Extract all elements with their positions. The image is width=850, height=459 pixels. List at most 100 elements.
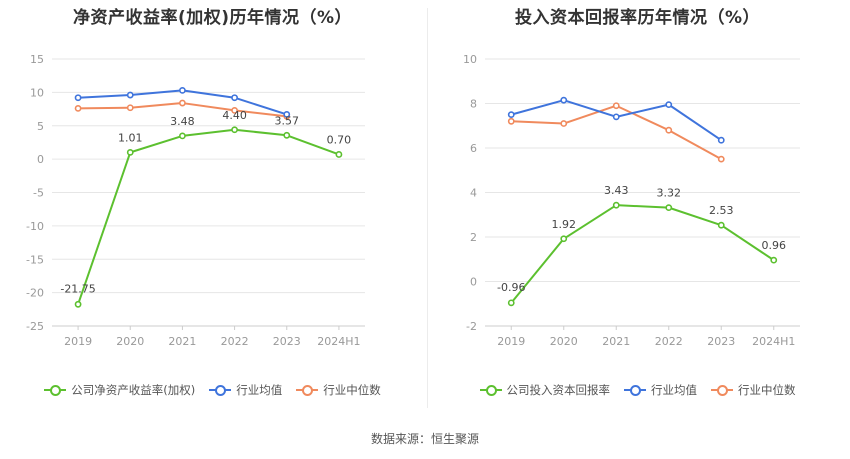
- legend-marker-icon: [296, 384, 319, 396]
- y-tick-label: -5: [33, 187, 44, 200]
- legend-label: 公司投入资本回报率: [506, 383, 611, 397]
- roic-chart-panel: 投入资本回报率历年情况（%） -2 0 2 4 6 8 10 2019 2020 2021 2022…: [425, 0, 850, 420]
- data-label: 1.01: [118, 131, 143, 144]
- data-point: [560, 235, 568, 243]
- y-tick-label: 8: [470, 98, 477, 111]
- x-tick-label: 2019: [64, 335, 92, 348]
- legend-label: 行业均值: [651, 383, 697, 397]
- x-tick-label: 2021: [168, 335, 196, 348]
- legend-item[interactable]: 行业均值: [209, 382, 282, 398]
- legend-item[interactable]: 行业均值: [624, 382, 697, 398]
- x-tick-label: 2020: [550, 335, 578, 348]
- data-point: [612, 102, 620, 110]
- y-tick-label: 6: [470, 142, 477, 155]
- x-tick-label: 2020: [116, 335, 144, 348]
- y-tick-label: 4: [470, 187, 477, 200]
- data-point: [335, 151, 343, 158]
- data-label: -21.75: [60, 282, 95, 295]
- data-label: 3.32: [657, 187, 682, 200]
- y-tick-label: -25: [26, 320, 44, 333]
- data-point: [179, 99, 186, 107]
- data-label: 3.48: [170, 115, 195, 128]
- data-point: [74, 104, 82, 112]
- data-point: [126, 91, 134, 99]
- y-tick-label: 0: [470, 276, 477, 289]
- data-point: [507, 111, 515, 119]
- data-point: [231, 126, 238, 134]
- data-point: [717, 155, 725, 163]
- legend-marker-icon: [479, 384, 502, 396]
- roe-chart-plot: -25 -20 -15 -10 -5 0 5 10 15 2019 2020 2021 2022 2023…: [26, 53, 365, 348]
- x-tick-label: 2022: [221, 335, 249, 348]
- data-label: 0.70: [327, 133, 352, 146]
- data-label: 4.40: [222, 109, 247, 122]
- data-point: [507, 299, 515, 307]
- chart-legend: 公司净资产收益率(加权) 行业均值 行业中位数: [0, 382, 425, 398]
- series-line: [77, 128, 340, 305]
- data-point: [126, 104, 134, 112]
- data-point: [560, 96, 568, 104]
- data-point: [74, 94, 82, 102]
- y-tick-label: 0: [37, 153, 44, 166]
- y-tick-label: 2: [470, 231, 477, 244]
- legend-item[interactable]: 行业中位数: [711, 382, 796, 398]
- x-tick-label: 2024H1: [752, 335, 795, 348]
- x-tick-label: 2019: [497, 335, 525, 348]
- chart-title: 投入资本回报率历年情况（%）: [514, 8, 761, 28]
- y-tick-label: -15: [26, 253, 44, 266]
- data-label: 3.43: [604, 184, 629, 197]
- data-point: [770, 256, 778, 264]
- legend-marker-icon: [44, 384, 67, 396]
- legend-item[interactable]: 行业中位数: [296, 382, 381, 398]
- x-tick-label: 2024H1: [317, 335, 360, 348]
- x-tick-label: 2023: [273, 335, 301, 348]
- data-point: [612, 201, 620, 209]
- data-point: [717, 136, 725, 144]
- y-tick-label: 5: [37, 120, 44, 133]
- chart-title: 净资产收益率(加权)历年情况（%）: [72, 8, 353, 28]
- y-tick-label: 15: [30, 53, 44, 66]
- legend-marker-icon: [209, 384, 232, 396]
- data-point: [231, 94, 238, 102]
- x-tick-label: 2021: [602, 335, 630, 348]
- data-point: [283, 131, 291, 139]
- x-tick-label: 2023: [707, 335, 735, 348]
- panel-divider: [427, 8, 428, 408]
- data-point: [665, 126, 673, 134]
- legend-item[interactable]: 公司投入资本回报率: [479, 382, 611, 398]
- data-point: [665, 204, 673, 212]
- y-tick-label: 10: [463, 53, 477, 66]
- legend-label: 行业均值: [236, 383, 283, 397]
- data-label: 3.57: [275, 114, 300, 127]
- x-tick-label: 2022: [655, 335, 683, 348]
- legend-label: 行业中位数: [738, 383, 796, 397]
- data-label: 2.53: [709, 204, 734, 217]
- y-tick-label: -20: [26, 287, 44, 300]
- roe-chart-panel: 净资产收益率(加权)历年情况（%） -25 -20 -15 -10 -5 0 5 10 15 20…: [0, 0, 425, 420]
- data-label: -0.96: [497, 281, 525, 294]
- data-point: [665, 101, 673, 109]
- y-tick-label: -2: [466, 320, 477, 333]
- data-label: 0.96: [762, 239, 787, 252]
- legend-label: 行业中位数: [323, 383, 381, 397]
- data-point: [717, 221, 725, 229]
- data-point: [283, 111, 291, 118]
- chart-legend: 公司投入资本回报率 行业均值 行业中位数: [425, 382, 850, 398]
- data-source-note: 数据来源：恒生聚源: [370, 432, 479, 446]
- legend-marker-icon: [711, 384, 733, 396]
- data-point: [231, 106, 238, 114]
- legend-item[interactable]: 公司净资产收益率(加权): [44, 382, 195, 398]
- y-tick-label: -10: [26, 220, 44, 233]
- series-line: [510, 204, 775, 304]
- data-label: 1.92: [552, 218, 577, 231]
- legend-label: 公司净资产收益率(加权): [71, 383, 196, 397]
- data-point: [179, 86, 186, 94]
- data-point: [74, 300, 82, 308]
- data-point: [507, 117, 515, 125]
- data-point: [179, 132, 186, 140]
- y-tick-label: 10: [30, 86, 44, 99]
- legend-marker-icon: [624, 384, 646, 396]
- data-point: [126, 148, 134, 156]
- roic-chart-plot: -2 0 2 4 6 8 10 2019 2020 2021 2022 2023 2024H1 -0.96…: [463, 53, 800, 348]
- data-point: [612, 113, 620, 121]
